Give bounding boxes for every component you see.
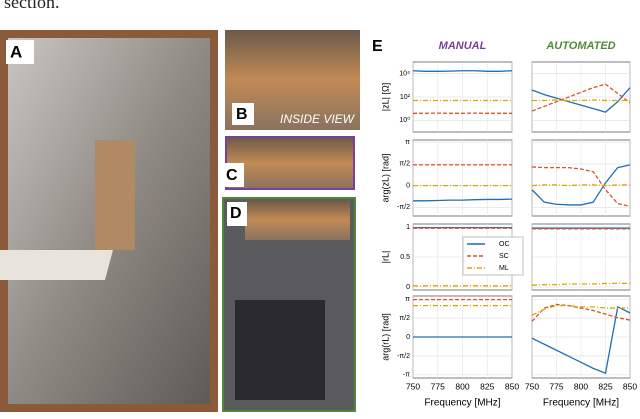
y-tick-label: -π/2 <box>397 353 410 360</box>
y-tick-label: 0 <box>406 182 410 189</box>
caption-fragment: section. <box>4 0 60 12</box>
y-tick-label: π <box>405 139 410 146</box>
connectors <box>245 200 350 240</box>
y-tick-label: π/2 <box>399 315 410 322</box>
y-tick-label: 0 <box>406 284 410 291</box>
x-tick-label: 800 <box>574 381 588 391</box>
y-tick-label: 0 <box>406 334 410 341</box>
legend-label: ML <box>499 265 509 272</box>
x-tick-label: 850 <box>623 381 637 391</box>
x-tick-label: 825 <box>598 381 612 391</box>
y-tick-label: -π <box>403 372 410 379</box>
inside-view-note: INSIDE VIEW <box>280 112 356 126</box>
column-title: MANUAL <box>439 40 487 52</box>
data-line <box>413 71 512 72</box>
y-tick-label: 10² <box>400 94 411 101</box>
panel-label: D <box>230 205 242 222</box>
y-axis-label: arg(zL) [rad] <box>380 153 390 202</box>
y-tick-label: 10⁴ <box>399 71 410 78</box>
x-tick-label: 775 <box>431 381 445 391</box>
x-tick-label: 825 <box>480 381 494 391</box>
photo-c <box>226 137 354 189</box>
y-axis-label: |rL| <box>380 251 390 264</box>
x-tick-label: 775 <box>549 381 563 391</box>
x-tick-label: 850 <box>505 381 519 391</box>
x-tick-label: 750 <box>406 381 420 391</box>
x-axis-label: Frequency [MHz] <box>543 398 619 409</box>
y-axis-label: arg(rL) [rad] <box>380 313 390 361</box>
y-tick-label: π/2 <box>399 161 410 168</box>
x-tick-label: 800 <box>455 381 469 391</box>
legend-label: SC <box>499 253 509 260</box>
column-title: AUTOMATED <box>545 40 615 52</box>
y-tick-label: 1 <box>406 224 410 231</box>
y-axis-label: |zL| [Ω] <box>380 83 390 111</box>
panel-label: A <box>10 42 22 61</box>
y-tick-label: -π/2 <box>397 204 410 211</box>
legend-label: OC <box>499 241 510 248</box>
panel-label: C <box>226 167 238 184</box>
board <box>0 250 113 280</box>
y-tick-label: π <box>405 296 410 303</box>
x-axis-label: Frequency [MHz] <box>424 398 500 409</box>
y-tick-label: 10⁰ <box>399 116 410 124</box>
panel-label: E <box>372 38 383 55</box>
panel-label: B <box>236 106 248 123</box>
antenna <box>95 140 135 250</box>
legend-box <box>463 237 523 275</box>
y-tick-label: 0.5 <box>400 254 410 261</box>
foam <box>235 300 325 400</box>
x-tick-label: 750 <box>525 381 539 391</box>
